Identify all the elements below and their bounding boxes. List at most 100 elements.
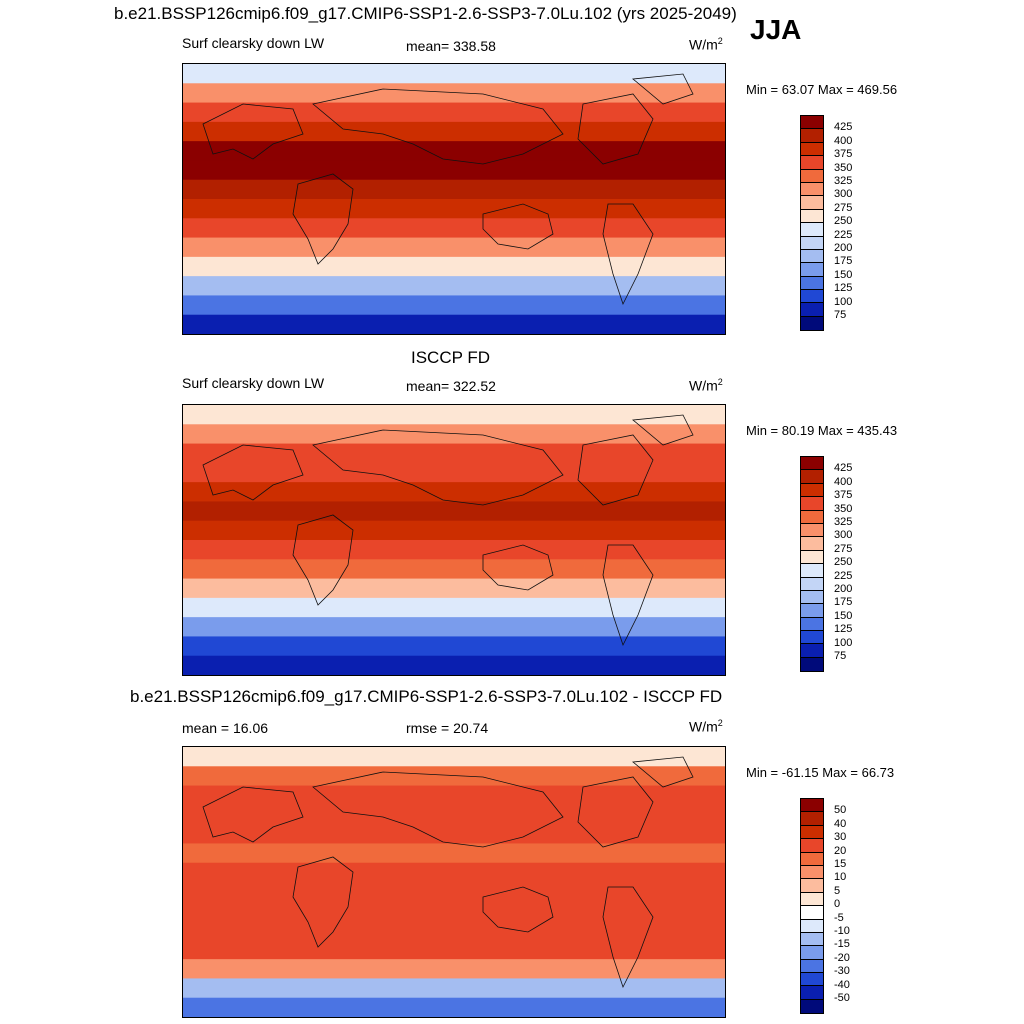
colorbar-swatch [801, 657, 823, 672]
colorbar-swatch [801, 303, 823, 317]
panel2-minmax: Min = 80.19 Max = 435.43 [746, 423, 898, 438]
colorbar-swatch [801, 564, 823, 578]
map-band [183, 747, 725, 767]
panel3-map [182, 746, 726, 1018]
map-band [183, 179, 725, 200]
colorbar-swatch [801, 483, 823, 498]
colorbar-swatch [801, 590, 823, 605]
colorbar-swatch [801, 196, 823, 210]
map-band [183, 199, 725, 219]
colorbar-tick-label: 175 [834, 596, 853, 609]
coastline [202, 103, 304, 160]
coastline [602, 544, 654, 647]
map-band [183, 64, 725, 84]
map-band [183, 578, 725, 599]
colorbar-swatches [800, 456, 824, 673]
colorbar-swatch [801, 537, 823, 551]
colorbar-tick-label: 275 [834, 542, 853, 555]
colorbar-swatch [801, 812, 823, 826]
colorbar-swatch [801, 129, 823, 143]
colorbar-swatch [801, 169, 823, 183]
coastline [482, 544, 554, 591]
colorbar-tick-label: 325 [834, 516, 853, 528]
coastline [577, 93, 654, 165]
colorbar-tick-label: 375 [834, 148, 853, 161]
panel2-title: ISCCP FD [411, 348, 491, 367]
colorbar-swatch [801, 510, 823, 524]
coastline [202, 786, 304, 843]
colorbar-tick-label: 225 [834, 228, 853, 241]
colorbar-tick-label: 100 [834, 636, 853, 649]
colorbar-swatch [801, 839, 823, 853]
colorbar-tick-label: 250 [834, 215, 853, 228]
colorbar-swatch [801, 116, 823, 130]
panel3-mean-label: mean = 16.06 [182, 720, 269, 736]
map-band [183, 804, 725, 825]
map-band [183, 766, 725, 787]
coastline [292, 856, 354, 948]
map-band [183, 83, 725, 104]
panel2-map [182, 404, 726, 676]
colorbar-tick-label: 10 [834, 871, 847, 884]
map-band [183, 559, 725, 580]
panel3-map-field [183, 747, 725, 1017]
coastline [292, 173, 354, 265]
colorbar-tick-label: 40 [834, 817, 847, 830]
map-band [183, 160, 725, 181]
colorbar-tick-label: 125 [834, 623, 853, 636]
colorbar-swatch [801, 209, 823, 224]
coastline [482, 203, 554, 250]
colorbar-tick-label: 375 [834, 489, 853, 502]
colorbar-swatch [801, 865, 823, 880]
colorbar-tick-label: 425 [834, 462, 853, 475]
colorbar-swatch [801, 852, 823, 866]
panel1-map [182, 63, 726, 335]
map-band [183, 256, 725, 277]
colorbar-tick-label: 400 [834, 134, 853, 147]
colorbar-swatch [801, 470, 823, 484]
coastline [632, 414, 694, 446]
panel1-units: W/m2 [689, 36, 723, 53]
colorbar-tick-label: 75 [834, 309, 847, 321]
map-band [183, 520, 725, 541]
colorbar-swatch [801, 290, 823, 304]
colorbar-tick-label: -50 [834, 992, 850, 1004]
panel2-mean-label: mean= 322.52 [406, 378, 496, 394]
colorbar-swatch [801, 959, 823, 974]
map-band [183, 218, 725, 239]
coastline [577, 434, 654, 506]
colorbar-tick-label: 125 [834, 282, 853, 295]
colorbar-tick-label: 150 [834, 268, 853, 281]
colorbar-swatch [801, 497, 823, 511]
colorbar-swatch [801, 577, 823, 591]
colorbar-tick-label: 15 [834, 858, 847, 870]
colorbar-tick-label: 0 [834, 898, 841, 911]
coastline [312, 429, 564, 506]
season-label: JJA [750, 14, 802, 45]
colorbar-tick-label: 150 [834, 609, 853, 622]
colorbar-tick-label: -40 [834, 978, 850, 991]
colorbar-swatch [801, 182, 823, 197]
coastline [577, 776, 654, 848]
colorbar-tick-label: 100 [834, 295, 853, 308]
colorbar-swatch [801, 644, 823, 658]
panel3-units: W/m2 [689, 718, 723, 735]
colorbar-swatch [801, 236, 823, 250]
colorbar-swatch [801, 986, 823, 1000]
colorbar-tick-label: 20 [834, 844, 847, 857]
panel1-map-field [183, 64, 725, 334]
panel1-mean-label: mean= 338.58 [406, 38, 496, 54]
map-band [183, 939, 725, 960]
map-band [183, 295, 725, 316]
colorbar-swatch [801, 523, 823, 538]
panel2-units: W/m2 [689, 377, 723, 394]
map-band [183, 655, 725, 675]
map-band [183, 405, 725, 425]
map-band [183, 141, 725, 162]
map-band [183, 276, 725, 297]
colorbar-swatch [801, 617, 823, 632]
colorbar-swatch [801, 263, 823, 277]
coastline [312, 771, 564, 848]
coastline [292, 514, 354, 606]
colorbar-swatch [801, 946, 823, 960]
